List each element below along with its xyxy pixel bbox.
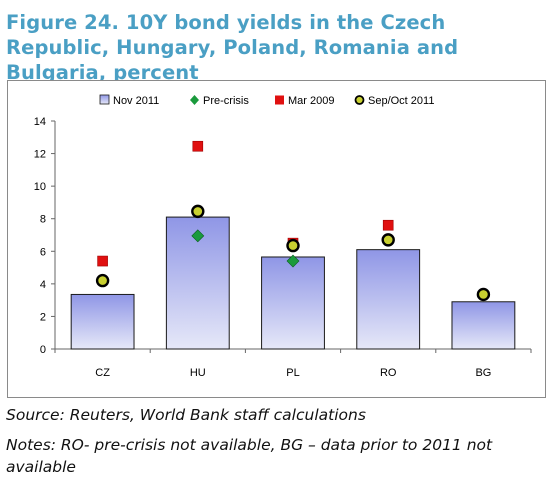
legend-label: Mar 2009 [288,95,334,107]
y-tick-label: 14 [34,116,46,128]
legend-square-swatch [275,95,284,105]
legend-bar-swatch [99,94,110,105]
x-tick-label: PL [286,367,299,379]
pre-crisis-marker [191,229,205,243]
legend-pre-crisis: Pre-crisis [190,95,249,107]
legend-diamond-swatch [190,95,199,105]
sep-oct-2011-marker [95,273,110,288]
y-tick-label: 2 [40,311,46,323]
y-tick-label: 6 [40,246,46,258]
sep-oct-2011-marker [191,204,205,219]
bars-group [70,216,516,350]
y-tick-label: 10 [34,181,46,193]
bar [451,301,516,350]
x-tick-label: RO [380,367,397,379]
legend-label: Sep/Oct 2011 [368,95,434,107]
sep-oct-2011-marker [476,287,491,302]
mar-2009-marker [97,255,108,267]
bar [356,249,421,350]
legend-nov-2011: Nov 2011 [99,94,159,107]
sep-oct-2011-marker [286,238,300,253]
y-tick-label: 8 [40,214,46,226]
figure-title: Figure 24. 10Y bond yields in the Czech … [6,11,459,84]
x-tick-label: CZ [95,367,110,379]
y-tick-label: 4 [40,279,46,291]
chart-frame: Nov 2011 Pre-crisis Mar 2009 Sep/Oct 2011 0… [7,80,546,398]
y-tick-label: 12 [34,149,46,161]
legend-mar-2009: Mar 2009 [275,95,334,107]
notes-text: Notes: RO- pre-crisis not available, BG … [6,436,493,476]
bar [261,256,325,350]
x-tick-label: HU [190,367,206,379]
markers-group [95,140,491,302]
chart-legend: Nov 2011 Pre-crisis Mar 2009 Sep/Oct 2011 [99,94,434,107]
legend-circle-swatch [354,95,365,105]
source-note: Source: Reuters, World Bank staff calcul… [6,406,366,424]
mar-2009-marker [382,219,394,231]
pre-crisis-marker [286,254,300,268]
y-tick-label: 0 [40,344,46,356]
sep-oct-2011-marker [381,233,395,247]
legend-label: Nov 2011 [113,95,159,107]
x-tick-label: BG [475,367,491,379]
legend-label: Pre-crisis [203,95,249,107]
bar [70,293,135,350]
mar-2009-marker [192,140,204,152]
legend-sep-oct-2011: Sep/Oct 2011 [354,95,434,107]
bond-yields-chart: Nov 2011 Pre-crisis Mar 2009 Sep/Oct 2011 0… [34,94,532,379]
